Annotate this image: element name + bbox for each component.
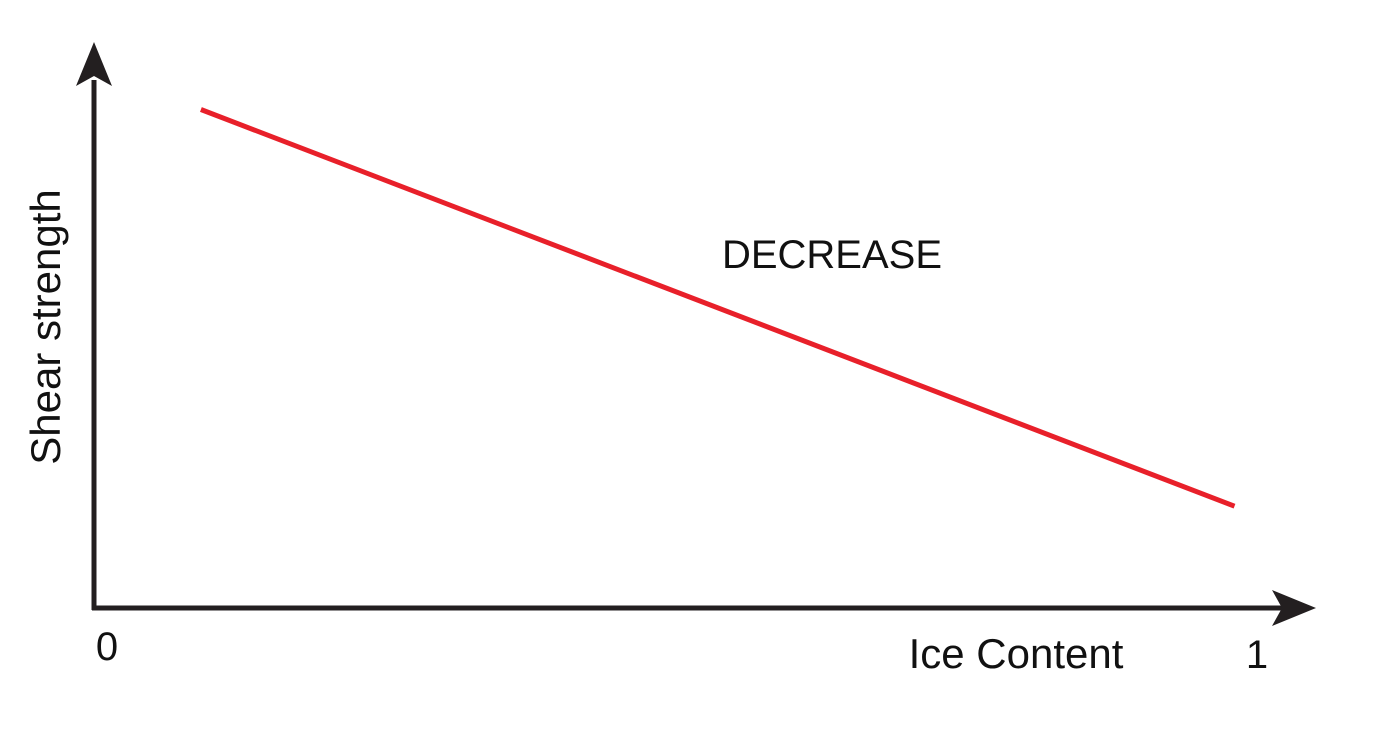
x-axis-label: Ice Content [909, 630, 1124, 677]
y-axis-arrow [76, 42, 112, 86]
series-line-0 [200, 107, 1236, 509]
annotation-decrease: DECREASE [722, 233, 942, 277]
x-tick-label-1: 1 [1246, 633, 1268, 677]
y-axis-label: Shear strength [22, 189, 69, 465]
axes [76, 42, 1316, 626]
x-axis-arrow [1272, 590, 1316, 626]
x-tick-label-0: 0 [96, 625, 118, 669]
series-layer [200, 107, 1236, 509]
